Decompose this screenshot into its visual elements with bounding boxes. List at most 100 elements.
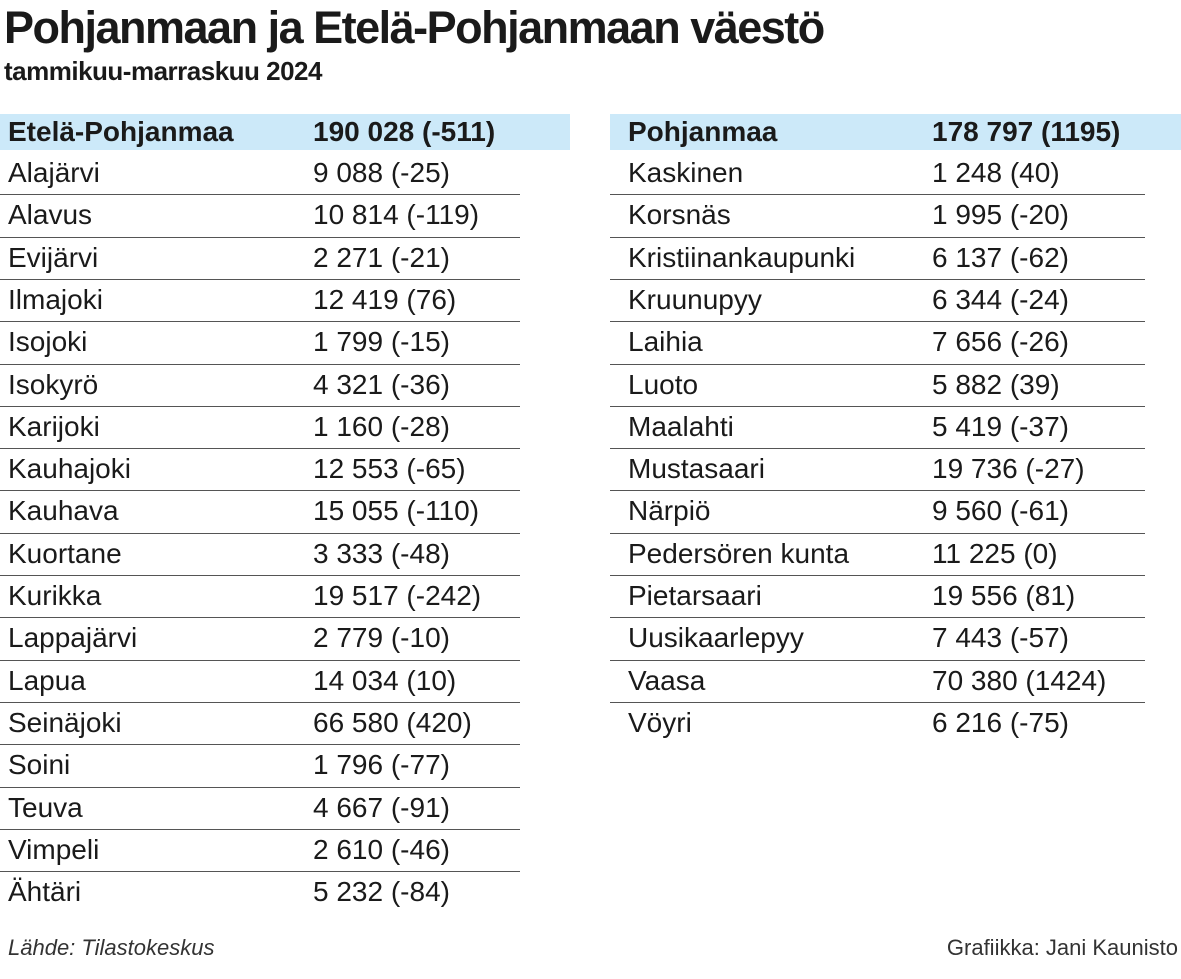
row-rule bbox=[0, 532, 520, 534]
table-header-bg bbox=[610, 114, 1181, 150]
header-value: 190 028 (-511) bbox=[313, 116, 496, 147]
row-name: Uusikaarlepyy bbox=[628, 622, 804, 654]
row-rule bbox=[0, 363, 520, 365]
row-name: Lapua bbox=[8, 664, 86, 696]
row-rule bbox=[0, 236, 520, 238]
header-name: Etelä-Pohjanmaa bbox=[8, 116, 234, 147]
row-name: Vaasa bbox=[628, 664, 706, 696]
row-rule bbox=[0, 278, 520, 280]
row-name: Soini bbox=[8, 749, 71, 781]
row-rule bbox=[610, 701, 1145, 703]
row-value: 70 380 (1424) bbox=[932, 664, 1107, 696]
header-name: Pohjanmaa bbox=[628, 116, 778, 147]
row-rule bbox=[610, 617, 1145, 619]
row-rule bbox=[0, 744, 520, 746]
row-name: Vimpeli bbox=[8, 833, 100, 865]
row-value: 7 656 (-26) bbox=[932, 326, 1069, 358]
row-name: Kristiinankaupunki bbox=[628, 241, 856, 273]
row-value: 2 779 (-10) bbox=[313, 622, 450, 654]
row-name: Kuortane bbox=[8, 537, 122, 569]
row-name: Evijärvi bbox=[8, 241, 99, 273]
row-rule bbox=[0, 448, 520, 450]
row-name: Vöyri bbox=[628, 706, 692, 738]
row-name: Isokyrö bbox=[8, 368, 99, 400]
row-rule bbox=[610, 490, 1145, 492]
row-value: 1 248 (40) bbox=[932, 157, 1060, 188]
row-rule bbox=[0, 659, 520, 661]
row-rule bbox=[0, 405, 520, 407]
row-name: Mustasaari bbox=[628, 453, 765, 485]
row-value: 5 882 (39) bbox=[932, 368, 1060, 400]
row-rule bbox=[0, 786, 520, 788]
row-value: 12 419 (76) bbox=[313, 283, 457, 315]
row-name: Kauhajoki bbox=[8, 453, 131, 485]
row-rule bbox=[0, 490, 520, 492]
row-rule bbox=[610, 405, 1145, 407]
row-value: 6 137 (-62) bbox=[932, 241, 1069, 273]
row-value: 14 034 (10) bbox=[313, 664, 457, 696]
row-rule bbox=[0, 194, 520, 196]
row-value: 11 225 (0) bbox=[932, 537, 1058, 569]
row-name: Ähtäri bbox=[8, 876, 82, 908]
row-value: 6 344 (-24) bbox=[932, 283, 1069, 315]
row-name: Karijoki bbox=[8, 410, 100, 442]
row-rule bbox=[610, 575, 1145, 576]
row-rule bbox=[0, 321, 520, 323]
row-name: Luoto bbox=[628, 368, 699, 400]
row-value: 15 055 (-110) bbox=[313, 495, 480, 527]
row-value: 12 553 (-65) bbox=[313, 453, 466, 485]
row-rule bbox=[610, 321, 1145, 323]
row-rule bbox=[0, 617, 520, 619]
row-rule bbox=[610, 236, 1145, 238]
subtitle: tammikuu-marraskuu 2024 bbox=[4, 56, 322, 86]
row-value: 2 610 (-46) bbox=[313, 833, 450, 865]
row-name: Kruunupyy bbox=[628, 283, 762, 315]
row-value: 10 814 (-119) bbox=[313, 199, 480, 231]
row-rule bbox=[610, 194, 1145, 196]
table-header-bg bbox=[0, 114, 570, 150]
row-rule bbox=[610, 532, 1145, 534]
row-value: 5 232 (-84) bbox=[313, 876, 450, 908]
row-value: 4 321 (-36) bbox=[313, 368, 450, 400]
row-rule bbox=[610, 659, 1145, 661]
row-value: 5 419 (-37) bbox=[932, 410, 1069, 442]
row-name: Kaskinen bbox=[628, 157, 744, 188]
row-value: 7 443 (-57) bbox=[932, 622, 1069, 654]
source: Lähde: Tilastokeskus bbox=[8, 935, 215, 960]
row-name: Korsnäs bbox=[628, 199, 731, 231]
row-name: Maalahti bbox=[628, 410, 734, 442]
row-rule bbox=[0, 575, 520, 576]
row-value: 66 580 (420) bbox=[313, 706, 472, 738]
row-name: Seinäjoki bbox=[8, 706, 122, 738]
title: Pohjanmaan ja Etelä-Pohjanmaan väestö bbox=[4, 2, 825, 53]
row-name: Laihia bbox=[628, 326, 703, 358]
row-name: Närpiö bbox=[628, 495, 711, 527]
row-name: Alajärvi bbox=[8, 157, 100, 188]
row-value: 6 216 (-75) bbox=[932, 706, 1069, 738]
credit: Grafiikka: Jani Kaunisto bbox=[946, 935, 1178, 960]
row-value: 1 160 (-28) bbox=[313, 410, 450, 442]
row-name: Isojoki bbox=[8, 326, 88, 358]
row-name: Kauhava bbox=[8, 495, 119, 527]
row-name: Kurikka bbox=[8, 580, 102, 611]
row-value: 2 271 (-21) bbox=[313, 241, 450, 273]
row-value: 3 333 (-48) bbox=[313, 537, 450, 569]
row-value: 1 796 (-77) bbox=[313, 749, 450, 781]
row-value: 1 799 (-15) bbox=[313, 326, 450, 358]
row-value: 19 517 (-242) bbox=[313, 580, 482, 611]
row-rule bbox=[0, 828, 520, 830]
row-name: Pietarsaari bbox=[628, 580, 762, 611]
row-value: 4 667 (-91) bbox=[313, 791, 450, 823]
row-rule bbox=[610, 363, 1145, 365]
row-rule bbox=[0, 871, 520, 873]
row-rule bbox=[610, 448, 1145, 450]
row-name: Ilmajoki bbox=[8, 283, 103, 315]
row-value: 19 556 (81) bbox=[932, 580, 1076, 611]
row-name: Pedersören kunta bbox=[628, 537, 850, 569]
row-value: 1 995 (-20) bbox=[932, 199, 1069, 231]
row-rule bbox=[0, 701, 520, 703]
row-rule bbox=[610, 278, 1145, 280]
header-value: 178 797 (1195) bbox=[932, 116, 1121, 147]
row-value: 9 088 (-25) bbox=[313, 157, 450, 188]
